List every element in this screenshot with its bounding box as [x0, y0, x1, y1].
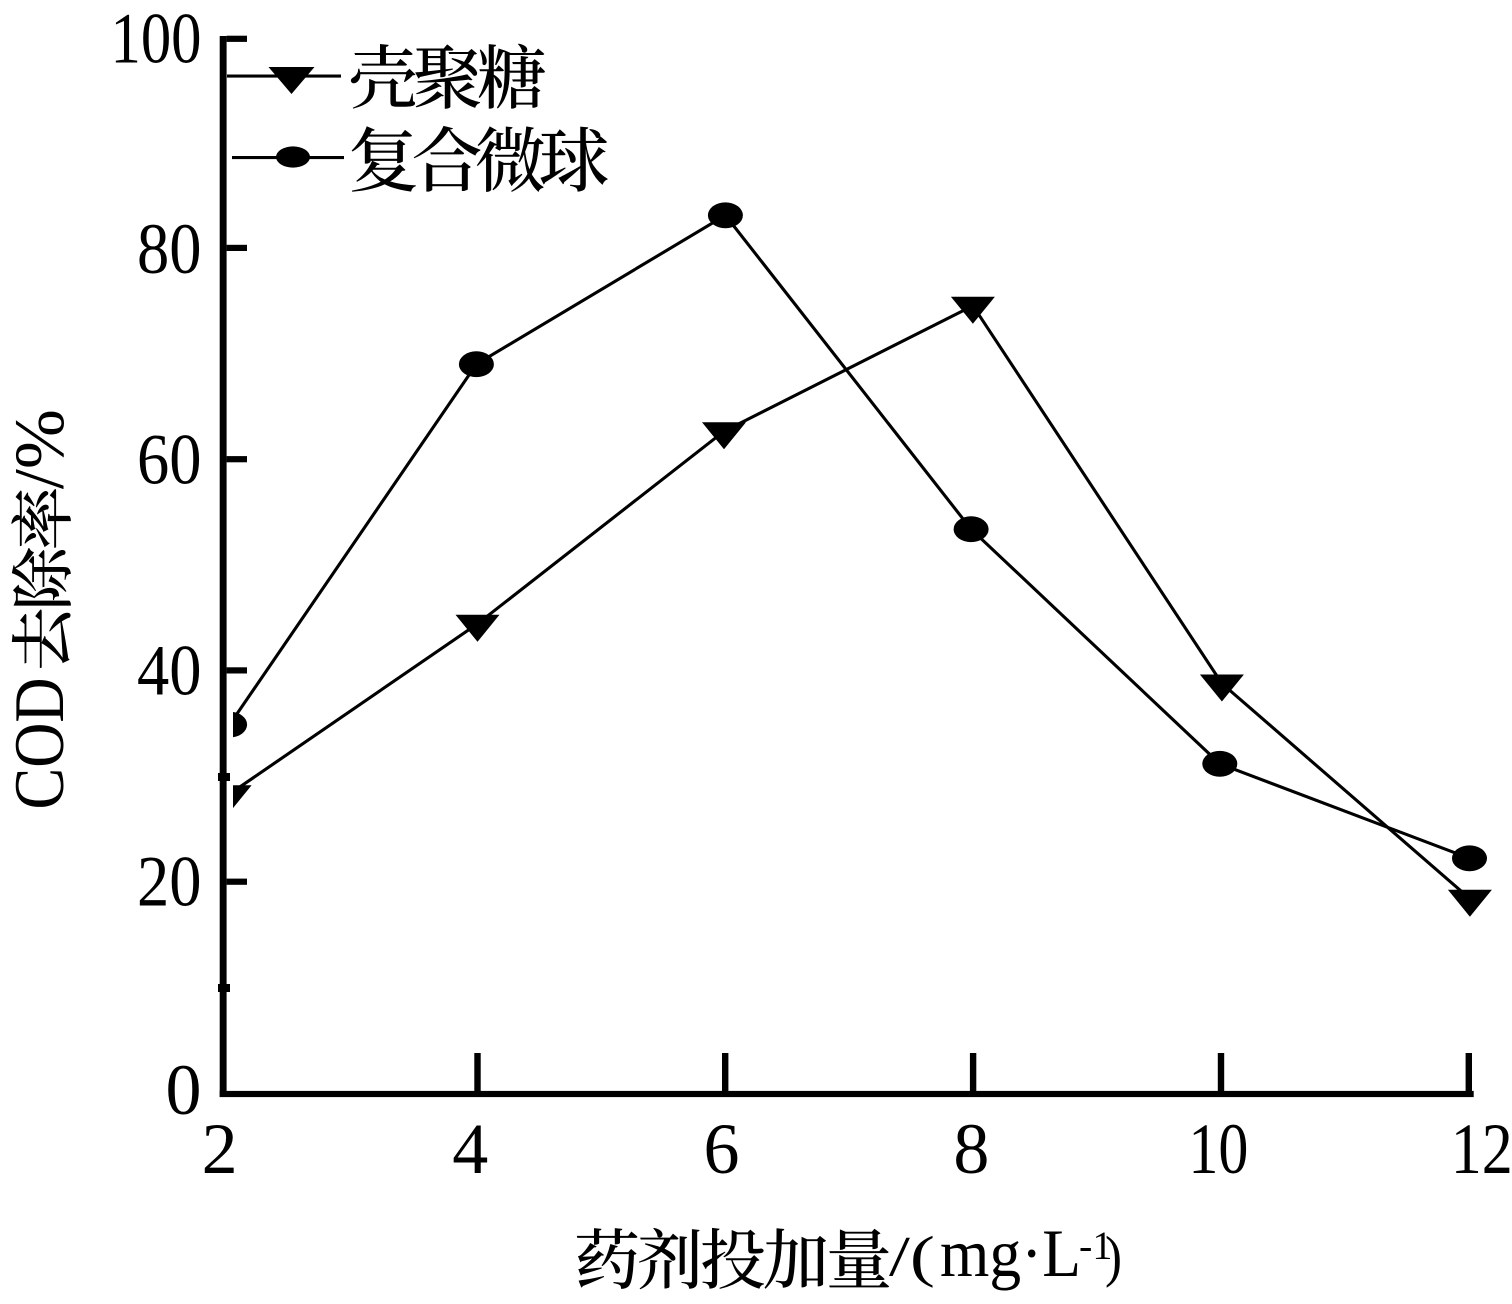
- svg-text:40: 40: [137, 630, 202, 710]
- svg-text:100: 100: [111, 0, 202, 78]
- svg-text:20: 20: [137, 841, 202, 921]
- svg-text:2: 2: [202, 1109, 238, 1189]
- svg-text:6: 6: [704, 1109, 740, 1189]
- svg-text:8: 8: [953, 1109, 989, 1189]
- svg-text:/%: /%: [1, 409, 79, 489]
- svg-text:-1: -1: [1079, 1223, 1112, 1268]
- svg-text:80: 80: [137, 209, 202, 289]
- svg-text:10: 10: [1188, 1109, 1248, 1189]
- svg-text:0: 0: [166, 1050, 202, 1130]
- svg-text:/(: /(: [889, 1226, 935, 1289]
- svg-text:60: 60: [137, 419, 202, 499]
- svg-text:12: 12: [1451, 1109, 1512, 1189]
- svg-text:4: 4: [452, 1109, 488, 1189]
- svg-text:): ): [1105, 1226, 1122, 1289]
- svg-text:COD: COD: [1, 678, 79, 810]
- svg-text:mg·L: mg·L: [940, 1215, 1081, 1291]
